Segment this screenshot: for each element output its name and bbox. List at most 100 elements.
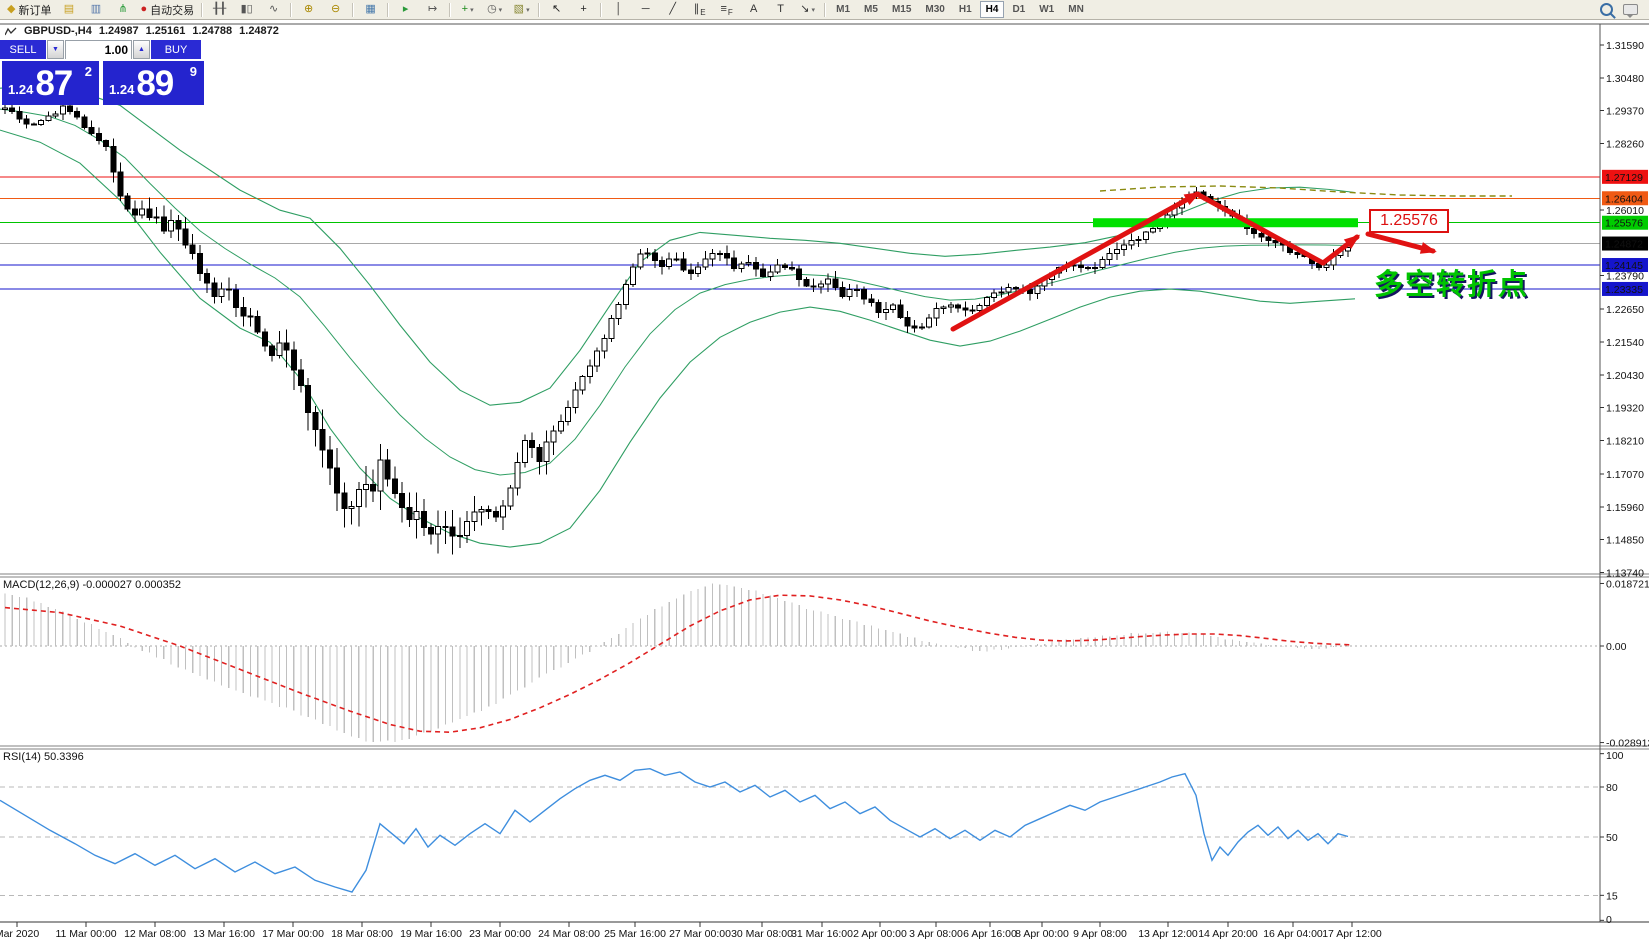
- sell-button[interactable]: SELL: [0, 40, 46, 59]
- timeframe-w1-button[interactable]: W1: [1039, 4, 1055, 15]
- fibonacci-icon[interactable]: ≡ F: [720, 3, 733, 17]
- svg-text:16 Apr 04:00: 16 Apr 04:00: [1263, 928, 1323, 940]
- text-icon[interactable]: A: [749, 3, 758, 15]
- trend-arrows-annotation[interactable]: [950, 191, 1437, 332]
- chevron-down-icon: ▾: [470, 6, 474, 14]
- svg-text:0: 0: [1606, 914, 1612, 926]
- svg-text:1.20430: 1.20430: [1606, 370, 1644, 382]
- sell-price-display[interactable]: 1.24 87 2: [2, 61, 99, 105]
- toolbar: ◆ 新订单 ▤ ▥ ⋔ ● 自动交易 ╂╂ ▮▯ ∿ ⊕ ⊖ ▦ ▸ ↦ + ▾ ◷ ▾ ▧ ▾ ↖ + │ ─ ╱ ∥ E ≡ F A T ↘…: [0, 0, 1649, 20]
- timeframe-m15-button[interactable]: M15: [891, 4, 912, 15]
- autotrading-button[interactable]: ● 自动交易: [140, 3, 195, 17]
- svg-text:9 Apr 08:00: 9 Apr 08:00: [1073, 928, 1127, 940]
- indicators-button[interactable]: + ▾: [461, 3, 474, 15]
- rsi-layer: [0, 767, 1600, 896]
- chevron-down-icon: ▾: [526, 6, 530, 14]
- svg-text:100: 100: [1606, 750, 1624, 762]
- svg-text:1.27129: 1.27129: [1605, 172, 1643, 184]
- new-order-button[interactable]: ◆ 新订单: [7, 3, 52, 17]
- volume-increase-button[interactable]: ▲: [133, 40, 150, 59]
- green-band-annotation[interactable]: [1093, 218, 1358, 228]
- data-window-icon[interactable]: ▥: [90, 3, 102, 15]
- svg-text:1.23790: 1.23790: [1606, 271, 1644, 283]
- svg-text:1.15960: 1.15960: [1606, 502, 1644, 514]
- crosshair-icon[interactable]: +: [580, 3, 587, 15]
- sell-price-pip: 2: [84, 64, 92, 79]
- timeframe-m1-button[interactable]: M1: [836, 4, 851, 15]
- svg-text:1.13740: 1.13740: [1606, 567, 1644, 579]
- signal-icon[interactable]: ⋔: [118, 3, 128, 15]
- svg-text:Mar 2020: Mar 2020: [0, 928, 39, 940]
- buy-price-prefix: 1.24: [109, 82, 135, 97]
- volume-decrease-button[interactable]: ▼: [47, 40, 64, 59]
- svg-text:18 Mar 08:00: 18 Mar 08:00: [331, 928, 393, 940]
- horizontal-line-icon[interactable]: ─: [641, 3, 650, 15]
- svg-text:1.22650: 1.22650: [1606, 304, 1644, 316]
- buy-price-pip: 9: [189, 64, 197, 79]
- svg-text:8 Apr 00:00: 8 Apr 00:00: [1015, 928, 1069, 940]
- zoom-out-icon[interactable]: ⊖: [331, 3, 341, 15]
- svg-text:19 Mar 16:00: 19 Mar 16:00: [400, 928, 462, 940]
- timeframe-m5-button[interactable]: M5: [864, 4, 878, 15]
- candlestick-icon[interactable]: ▮▯: [240, 3, 253, 15]
- svg-text:24 Mar 08:00: 24 Mar 08:00: [538, 928, 600, 940]
- svg-text:14 Apr 20:00: 14 Apr 20:00: [1198, 928, 1258, 940]
- svg-text:1.26404: 1.26404: [1605, 193, 1643, 205]
- bar-chart-icon[interactable]: ╂╂: [213, 3, 227, 15]
- panel-frames: [0, 23, 1649, 923]
- svg-text:1.14850: 1.14850: [1606, 535, 1644, 547]
- open-value: 1.24987: [98, 25, 139, 37]
- text-label-icon[interactable]: T: [777, 3, 784, 15]
- svg-text:6 Apr 16:00: 6 Apr 16:00: [963, 928, 1017, 940]
- chevron-down-icon: ▼: [52, 46, 59, 53]
- macd-layer: [0, 583, 1600, 742]
- volume-input[interactable]: [66, 41, 131, 59]
- market-watch-icon[interactable]: ▤: [63, 3, 75, 15]
- svg-text:1.23335: 1.23335: [1605, 284, 1643, 296]
- svg-text:3 Apr 08:00: 3 Apr 08:00: [909, 928, 963, 940]
- svg-text:17 Mar 00:00: 17 Mar 00:00: [262, 928, 324, 940]
- periods-button[interactable]: ◷ ▾: [487, 3, 503, 15]
- svg-text:50: 50: [1606, 832, 1618, 844]
- timeframe-m30-button[interactable]: M30: [925, 4, 945, 15]
- time-axis[interactable]: Mar 2020 11 Mar 00:00 12 Mar 08:00 13 Mar 1…: [0, 922, 1382, 940]
- timeframe-h1-button[interactable]: H1: [958, 4, 972, 15]
- arrows-icon[interactable]: ↘ ▾: [800, 3, 815, 15]
- equidistant-channel-icon[interactable]: ∥ E: [693, 3, 706, 17]
- search-icon[interactable]: [1600, 3, 1613, 16]
- templates-button[interactable]: ▧ ▾: [513, 3, 530, 15]
- svg-text:17 Apr 12:00: 17 Apr 12:00: [1322, 928, 1382, 940]
- level-lines-layer[interactable]: [0, 176, 1600, 290]
- auto-scroll-icon[interactable]: ▸: [402, 3, 409, 15]
- price-axis[interactable]: 1.31590 1.30480 1.29370 1.28260 1.26010 1.237…: [1600, 40, 1648, 579]
- buy-price-display[interactable]: 1.24 89 9: [103, 61, 204, 105]
- svg-text:2 Apr 00:00: 2 Apr 00:00: [853, 928, 907, 940]
- close-value: 1.24872: [239, 25, 279, 37]
- tile-windows-icon[interactable]: ▦: [365, 3, 376, 15]
- svg-text:12 Mar 08:00: 12 Mar 08:00: [124, 928, 186, 940]
- svg-text:-0.028913: -0.028913: [1606, 738, 1649, 750]
- svg-text:1.24145: 1.24145: [1605, 260, 1643, 272]
- timeframe-mn-button[interactable]: MN: [1068, 4, 1084, 15]
- buy-button[interactable]: BUY: [151, 40, 201, 59]
- line-chart-icon[interactable]: ∿: [269, 3, 279, 15]
- timeframe-d1-button[interactable]: D1: [1012, 4, 1026, 15]
- svg-text:1.18210: 1.18210: [1606, 435, 1644, 447]
- chevron-up-icon: ▲: [138, 46, 145, 53]
- svg-text:15: 15: [1606, 890, 1618, 902]
- svg-text:1.17070: 1.17070: [1606, 469, 1644, 481]
- cursor-icon[interactable]: ↖: [552, 3, 562, 15]
- svg-text:1.24872: 1.24872: [1605, 239, 1643, 251]
- chart-shift-icon[interactable]: ↦: [428, 3, 438, 15]
- price-callout-box[interactable]: 1.25576: [1369, 209, 1449, 233]
- trendline-icon[interactable]: ╱: [669, 3, 676, 15]
- sell-price-big: 87: [35, 64, 73, 103]
- chat-icon[interactable]: [1623, 4, 1638, 18]
- trend-turning-point-note[interactable]: 多空转折点: [1374, 269, 1530, 301]
- zoom-in-icon[interactable]: ⊕: [304, 3, 314, 15]
- timeframe-h4-button[interactable]: H4: [979, 1, 1005, 18]
- vertical-line-icon[interactable]: │: [615, 3, 623, 15]
